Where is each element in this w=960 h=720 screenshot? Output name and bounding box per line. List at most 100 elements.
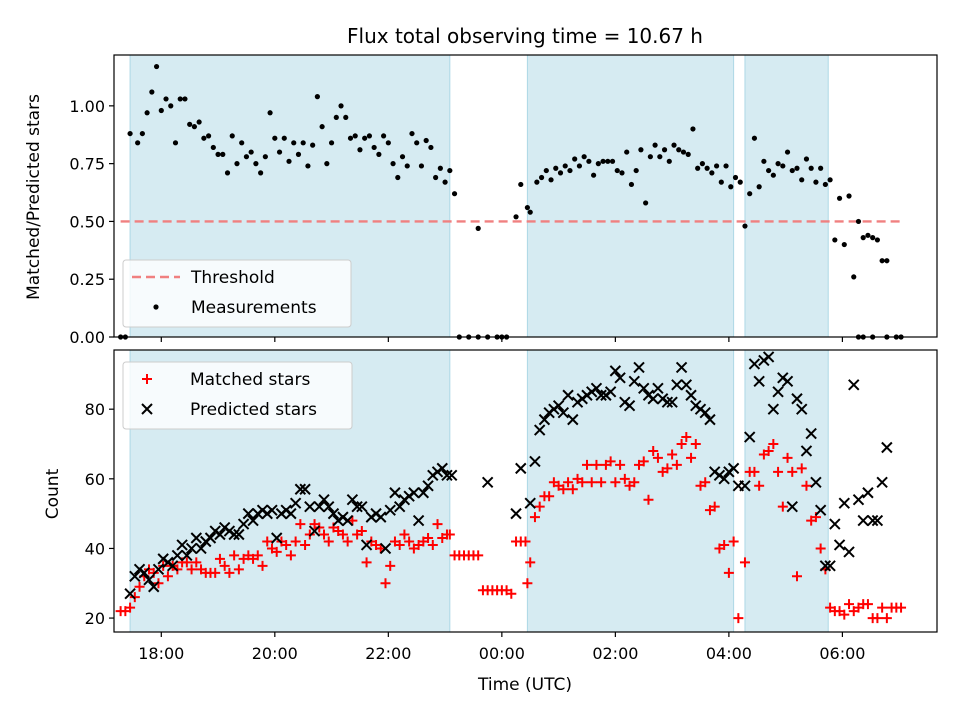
predicted-star-point (228, 528, 240, 541)
measurement-point (135, 140, 141, 146)
measurement-point (576, 163, 583, 169)
predicted-star-point (323, 500, 335, 513)
predicted-star-point (299, 483, 311, 495)
measurement-point (695, 165, 701, 171)
predicted-star-point (871, 514, 884, 527)
matched-star-point (342, 536, 353, 547)
matched-star-point (563, 477, 574, 488)
measurement-point (201, 135, 207, 141)
matched-star-point (728, 536, 739, 547)
measurement-point (451, 191, 458, 197)
measurement-point (770, 172, 776, 178)
matched-star-point (723, 567, 734, 578)
matched-star-point (125, 602, 136, 613)
y-tick-label: 0.50 (69, 212, 105, 231)
y-tick-label: 60 (85, 470, 105, 489)
matched-star-point (749, 466, 760, 477)
predicted-star-point (852, 493, 865, 506)
measurement-point (624, 149, 630, 155)
matched-star-point (558, 484, 569, 495)
measurement-point (666, 158, 672, 164)
measurement-point (243, 154, 250, 160)
measurement-point (168, 103, 174, 109)
predicted-star-point (214, 528, 226, 541)
predicted-star-point (680, 379, 693, 391)
measurement-point (728, 184, 734, 190)
predicted-star-point (446, 469, 458, 482)
measurement-point (253, 161, 259, 167)
measurement-point (567, 167, 573, 174)
predicted-star-point (138, 567, 150, 579)
matched-star-point (596, 477, 607, 488)
measurement-point (418, 163, 425, 169)
measurement-point (182, 96, 188, 102)
predicted-star-point (628, 375, 640, 388)
measurement-point (328, 140, 335, 146)
predicted-star-point (408, 487, 420, 499)
predicted-star-point (152, 563, 165, 576)
matched-star-point (229, 550, 240, 561)
matched-star-point (262, 536, 273, 547)
legend-predicted-label: Predicted stars (190, 400, 317, 420)
measurement-point (690, 126, 696, 132)
predicted-star-point (412, 514, 425, 527)
predicted-star-point (772, 386, 784, 398)
predicted-star-point (308, 525, 321, 537)
measurement-point (761, 158, 767, 164)
matched-star-point (252, 550, 263, 561)
matched-star-point (791, 571, 802, 582)
matched-star-point (520, 536, 531, 547)
chart-title: Flux total observing time = 10.67 h (347, 24, 703, 48)
measurement-point (333, 114, 339, 121)
predicted-star-point (237, 518, 250, 530)
x-tick-label: 04:00 (706, 644, 752, 663)
measurement-point (676, 147, 682, 153)
predicted-star-point (814, 504, 827, 516)
matched-star-point (380, 578, 391, 589)
measurement-point (756, 184, 762, 190)
matched-star-point (700, 477, 711, 488)
predicted-star-point (739, 480, 751, 492)
predicted-star-point (422, 480, 434, 492)
measurement-point (718, 179, 724, 185)
predicted-star-point (638, 382, 650, 395)
predicted-star-point (557, 406, 570, 419)
predicted-star-point (510, 507, 522, 520)
measurement-point (352, 133, 358, 139)
predicted-star-point (562, 389, 574, 401)
matched-star-point (643, 494, 654, 505)
measurement-point (557, 170, 564, 176)
matched-star-point (271, 546, 282, 557)
predicted-star-point (848, 379, 860, 391)
predicted-star-point (233, 528, 245, 541)
measurement-point (818, 165, 824, 171)
matched-star-point (754, 480, 765, 491)
observing-window-band (526, 349, 735, 633)
matched-star-point (219, 560, 230, 571)
x-tick-label: 02:00 (592, 644, 638, 663)
matched-star-point (567, 484, 578, 495)
predicted-star-point (195, 542, 207, 555)
measurement-point (272, 135, 278, 141)
measurement-point (534, 179, 540, 185)
predicted-star-point (351, 500, 363, 513)
measurement-point (591, 172, 597, 178)
matched-star-point (295, 519, 306, 530)
measurement-point (789, 167, 795, 174)
matched-star-point (796, 463, 807, 474)
measurement-point (414, 140, 420, 146)
measurement-point (319, 124, 325, 130)
predicted-star-point (524, 497, 536, 509)
predicted-star-point (190, 532, 203, 544)
predicted-star-point (748, 358, 761, 370)
predicted-star-point (843, 546, 855, 558)
predicted-star-point (675, 361, 688, 374)
measurement-point (428, 144, 434, 151)
matched-star-point (285, 550, 296, 561)
predicted-star-point (791, 393, 803, 405)
predicted-star-point (166, 560, 179, 572)
matched-star-point (605, 456, 616, 467)
predicted-star-point (481, 476, 494, 489)
measurement-point (836, 195, 843, 201)
measurement-point (562, 163, 568, 169)
